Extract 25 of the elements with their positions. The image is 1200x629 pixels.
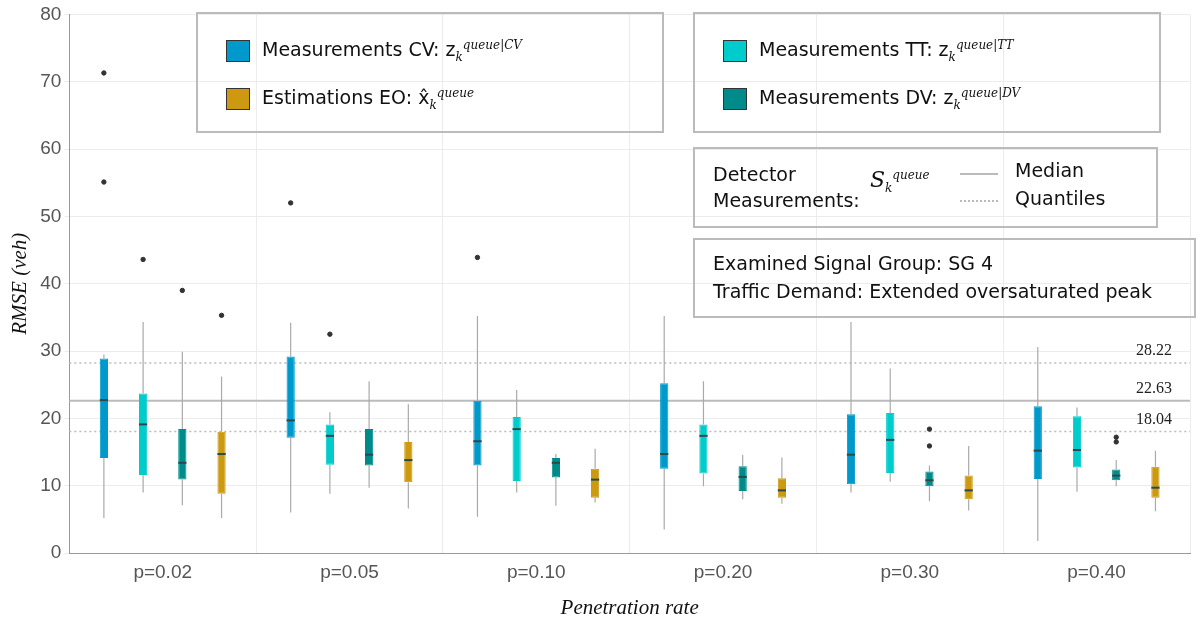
x-tick-label: p=0.05 xyxy=(320,560,379,582)
y-tick-label: 50 xyxy=(40,204,62,226)
ref-line-label: 22.63 xyxy=(1136,378,1172,396)
y-axis-title: RMSE (veh) xyxy=(7,232,32,336)
annotation: Detector Measurements: xyxy=(713,162,861,213)
x-tick-label: p=0.40 xyxy=(1067,560,1126,582)
y-tick-label: 60 xyxy=(40,137,62,159)
x-tick-label: p=0.02 xyxy=(133,560,193,582)
x-tick-label: p=0.30 xyxy=(880,560,940,582)
x-axis-title: Penetration rate xyxy=(559,594,699,619)
y-tick-label: 70 xyxy=(40,69,62,91)
y-tick-label: 20 xyxy=(40,406,62,428)
x-tick-label: p=0.10 xyxy=(506,560,566,582)
y-tick-label: 10 xyxy=(40,473,62,495)
ref-line-label: 28.22 xyxy=(1136,341,1172,359)
annotation: Quantiles xyxy=(1015,187,1106,209)
ref-line-label: 18.04 xyxy=(1136,409,1172,427)
annotation: Traffic Demand: Extended oversaturated peak xyxy=(713,280,1152,302)
annotation: Median xyxy=(1015,159,1085,181)
annotation: Examined Signal Group: SG 4 xyxy=(713,252,994,274)
y-tick-label: 40 xyxy=(40,271,62,293)
y-tick-label: 80 xyxy=(40,2,62,24)
y-tick-label: 30 xyxy=(40,339,62,361)
x-tick-label: p=0.20 xyxy=(693,560,753,582)
y-tick-label: 0 xyxy=(50,541,62,563)
